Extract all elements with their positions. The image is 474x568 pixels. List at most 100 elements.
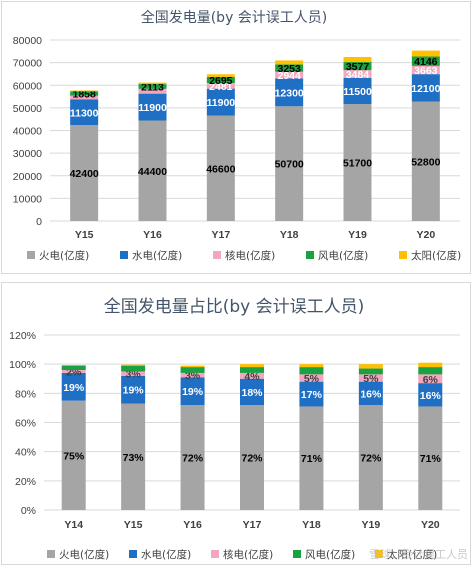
y-tick-label: 40000: [13, 126, 42, 138]
x-category-label: Y15: [75, 229, 94, 241]
data-label: 71%: [301, 453, 323, 465]
data-label: 12100: [411, 83, 440, 95]
legend-swatch: [47, 550, 55, 558]
x-category-label: Y19: [348, 229, 367, 241]
data-label: 3484: [346, 69, 370, 81]
data-label: 11500: [343, 86, 372, 98]
bar-segment: [138, 88, 167, 94]
bar-segment: [61, 372, 86, 401]
bar-segment: [138, 84, 167, 89]
legend-swatch: [375, 550, 383, 558]
x-category-label: Y16: [143, 229, 162, 241]
bar-segment: [411, 50, 440, 57]
bar-segment: [206, 76, 235, 84]
data-label: 2481: [209, 81, 233, 93]
legend-label: 水电(亿度): [132, 249, 182, 262]
bar-segment: [299, 381, 324, 407]
data-label: 71%: [420, 453, 442, 465]
legend-swatch: [293, 550, 301, 558]
bar-segment: [206, 88, 235, 116]
data-label: 2944: [277, 70, 301, 82]
generation-share-percent-chart: 全国发电量占比(by 会计误工人员) 0% 20% 40% 60% 80% 100% 120%…: [9, 297, 468, 561]
data-label: 51700: [343, 158, 372, 170]
bar-segment: [411, 74, 440, 102]
data-label: 16%: [360, 388, 382, 400]
bar-segment: [240, 405, 264, 510]
legend-swatch: [129, 550, 137, 558]
bar-segment: [70, 99, 99, 126]
bar-segment: [206, 115, 235, 221]
bar-segment: [240, 367, 264, 373]
bar-segment: [299, 364, 324, 368]
data-label: 19%: [182, 386, 204, 398]
data-label: 52800: [411, 156, 440, 168]
bar-segment: [70, 125, 99, 221]
data-label: 18%: [241, 387, 263, 399]
data-label: 3253: [277, 63, 301, 75]
bar-segment: [275, 78, 304, 107]
bar-segment: [121, 403, 146, 510]
bar-segment: [240, 372, 264, 379]
bar-segment: [61, 365, 86, 370]
data-label: 5%: [363, 373, 379, 385]
bar-segment: [358, 364, 383, 369]
data-label: 1858: [72, 89, 96, 101]
data-label: 42400: [70, 168, 99, 180]
bar-segment: [180, 367, 205, 373]
data-label: 2113: [141, 81, 164, 93]
data-label: 16%: [420, 390, 442, 402]
data-label: 46600: [206, 163, 235, 175]
data-label: 3663: [414, 65, 438, 77]
bar-segment: [180, 377, 205, 405]
data-label: 12300: [275, 87, 304, 99]
bar-segment: [343, 104, 372, 221]
y-tick-label: 120%: [9, 330, 36, 342]
bar-segment: [180, 372, 205, 378]
bar-segment: [121, 375, 146, 404]
data-label: 6%: [423, 374, 439, 386]
data-label: 73%: [123, 452, 145, 464]
bar-segment: [70, 90, 99, 92]
legend-swatch: [399, 251, 407, 259]
legend-label: 太阳(亿度): [411, 249, 461, 262]
bar-segment: [343, 78, 372, 105]
data-label: 5%: [304, 373, 320, 385]
data-label: 11900: [207, 97, 236, 109]
data-label: 4%: [244, 371, 260, 383]
bar-segment: [275, 64, 304, 72]
bar-segment: [275, 71, 304, 79]
x-category-label: Y15: [124, 519, 143, 531]
bar-segment: [275, 106, 304, 221]
y-tick-label: 10000: [13, 193, 42, 205]
bar-segment: [418, 406, 443, 510]
data-label: 72%: [360, 453, 382, 465]
bar-segment: [70, 95, 99, 100]
chart-title: 全国发电量占比(by 会计误工人员): [104, 297, 365, 317]
chart-panel-generation: 全国发电量(by 会计误工人员) 0 10000 20000 30000 40000 500…: [1, 1, 471, 274]
bar-segment: [138, 120, 167, 221]
x-category-label: Y18: [280, 229, 299, 241]
x-category-label: Y18: [302, 519, 321, 531]
bar-segment: [240, 364, 264, 368]
bar-segment: [138, 93, 167, 121]
x-category-label: Y16: [183, 519, 202, 531]
bar-segment: [358, 405, 383, 510]
legend-label: 太阳(亿度): [387, 548, 437, 561]
bar-segment: [418, 383, 443, 407]
legend-swatch: [213, 251, 221, 259]
bar-segment: [299, 367, 324, 375]
bar-segment: [358, 381, 383, 405]
data-label: 11300: [70, 107, 99, 119]
data-label: 44400: [138, 166, 167, 178]
data-label: 4146: [414, 56, 438, 68]
data-label: 75%: [63, 450, 85, 462]
y-tick-label: 60%: [15, 418, 36, 430]
bar-segment: [358, 374, 383, 382]
bar-segment: [411, 101, 440, 221]
bar-segment: [418, 374, 443, 384]
data-label: 17%: [301, 389, 323, 401]
bar-segment: [343, 70, 372, 79]
bar-segment: [343, 62, 372, 71]
x-category-label: Y14: [64, 519, 83, 531]
data-label: 3%: [126, 369, 142, 381]
